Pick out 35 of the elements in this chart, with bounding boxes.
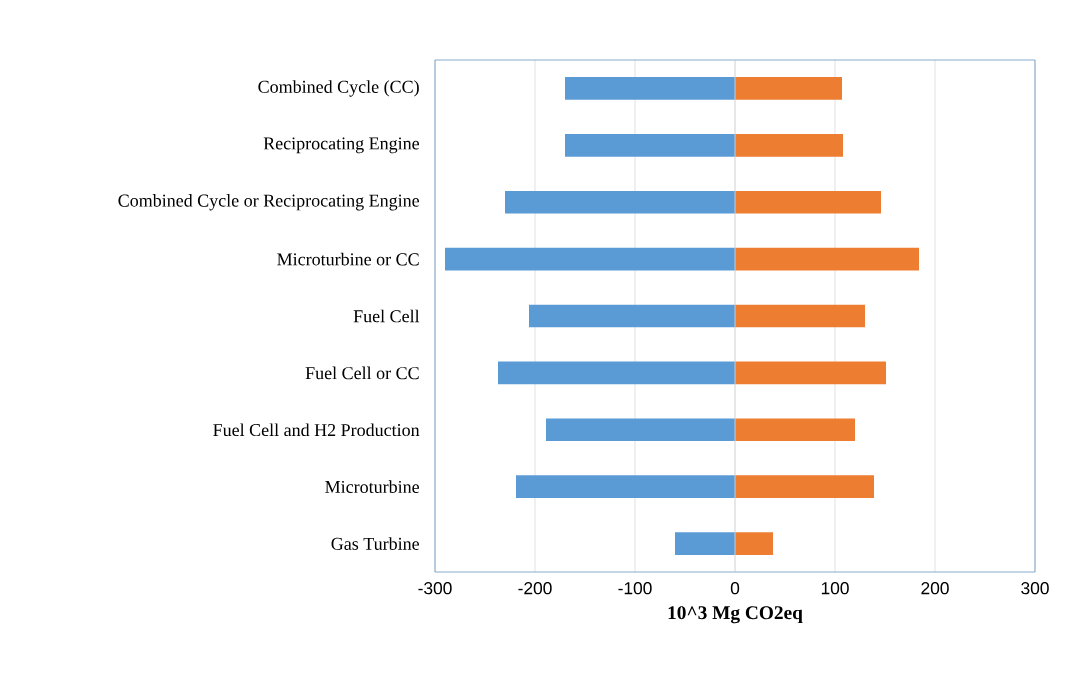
bar bbox=[505, 190, 736, 214]
x-tick-label: 200 bbox=[921, 582, 949, 595]
bar bbox=[735, 475, 875, 499]
bar bbox=[516, 475, 736, 499]
y-tick-label: Reciprocating Engine bbox=[263, 137, 419, 154]
y-tick-label: Combined Cycle or Reciprocating Engine bbox=[118, 194, 420, 211]
y-tick-label: Fuel Cell or CC bbox=[305, 366, 419, 380]
y-tick-label: Fuel Cell bbox=[353, 309, 420, 323]
bar bbox=[546, 418, 736, 442]
bar bbox=[735, 190, 882, 214]
bar bbox=[735, 361, 887, 385]
bar bbox=[498, 361, 736, 385]
y-tick-label: Gas Turbine bbox=[331, 537, 419, 550]
x-tick-label: 300 bbox=[1021, 582, 1049, 595]
x-tick-label: 100 bbox=[821, 582, 849, 595]
x-axis-title: 10^3 Mg CO2eq bbox=[668, 606, 803, 624]
bar bbox=[735, 304, 866, 328]
bar bbox=[735, 247, 920, 271]
bar bbox=[445, 247, 736, 271]
x-tick-label: -100 bbox=[618, 582, 652, 595]
bar bbox=[565, 77, 736, 100]
bar bbox=[529, 304, 736, 328]
y-tick-label: Microturbine or CC bbox=[277, 252, 419, 266]
bar bbox=[675, 532, 736, 555]
x-tick-label: -300 bbox=[418, 582, 452, 595]
bar bbox=[735, 532, 774, 555]
x-tick-label: 0 bbox=[730, 582, 740, 595]
y-tick-label: Microturbine bbox=[325, 480, 419, 493]
y-tick-label: Combined Cycle (CC) bbox=[258, 80, 419, 97]
bar bbox=[735, 418, 856, 442]
bar bbox=[735, 77, 843, 100]
x-tick-label: -200 bbox=[518, 582, 552, 595]
y-tick-label: Fuel Cell and H2 Production bbox=[213, 423, 420, 437]
bar bbox=[565, 134, 736, 157]
bar bbox=[735, 134, 844, 157]
